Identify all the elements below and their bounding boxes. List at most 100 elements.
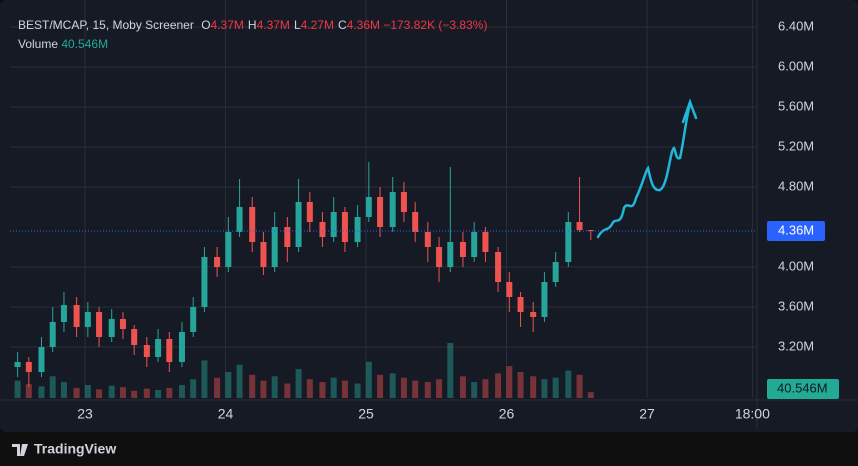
ohlc-value: 4.36M bbox=[346, 18, 381, 32]
change: −173.82K (−3.83%) bbox=[383, 18, 488, 32]
ohlc-key: L bbox=[293, 18, 301, 32]
candle-body bbox=[271, 227, 278, 267]
volume-bar bbox=[541, 379, 548, 398]
ohlc-value: 4.27M bbox=[300, 18, 334, 32]
candle-body bbox=[166, 339, 173, 362]
volume-bar bbox=[225, 371, 232, 398]
candle-body bbox=[377, 197, 384, 227]
candle-body bbox=[576, 222, 583, 230]
volume-bar bbox=[482, 379, 489, 398]
volume-bar bbox=[73, 387, 80, 398]
candle-body bbox=[249, 207, 256, 242]
candle-body bbox=[319, 222, 326, 237]
volume-bar bbox=[306, 379, 313, 398]
volume-bar bbox=[271, 376, 278, 398]
candle-body bbox=[482, 232, 489, 252]
volume-bar bbox=[60, 382, 67, 398]
volume-bar bbox=[341, 380, 348, 398]
volume-bar bbox=[377, 374, 384, 398]
volume-bar bbox=[565, 370, 572, 398]
candle-body bbox=[131, 329, 138, 345]
candle-body bbox=[119, 319, 126, 329]
volume-bar bbox=[330, 377, 337, 398]
candle-body bbox=[400, 192, 407, 212]
volume-bar bbox=[155, 390, 162, 398]
candle-body bbox=[471, 232, 478, 257]
volume-bar bbox=[389, 373, 396, 398]
candle-body bbox=[530, 312, 537, 317]
x-tick-label: 18:00 bbox=[735, 406, 770, 422]
volume-bar bbox=[25, 384, 32, 398]
chart-panel bbox=[0, 0, 858, 432]
volume-bar bbox=[587, 392, 594, 398]
volume-bar bbox=[190, 379, 197, 398]
last-price-label: 4.36M bbox=[778, 222, 814, 237]
candle-body bbox=[495, 252, 502, 282]
candle-body bbox=[84, 312, 91, 327]
candle-body bbox=[284, 227, 291, 247]
volume-bar bbox=[166, 387, 173, 398]
y-tick-label: 6.40M bbox=[778, 18, 814, 33]
volume-bar bbox=[530, 376, 537, 398]
y-tick-label: 3.60M bbox=[778, 298, 814, 313]
ohlc-key: O bbox=[201, 18, 211, 32]
volume-bar bbox=[471, 382, 478, 398]
x-tick-label: 23 bbox=[77, 406, 93, 422]
candle-body bbox=[60, 305, 67, 322]
candle-body bbox=[330, 212, 337, 237]
volume-bar bbox=[249, 374, 256, 398]
volume-bar bbox=[201, 360, 208, 398]
volume-badge-label: 40.546M bbox=[777, 380, 828, 395]
x-tick-label: 24 bbox=[218, 406, 234, 422]
candle-body bbox=[517, 297, 524, 312]
candle-body bbox=[214, 257, 221, 267]
candle-body bbox=[190, 307, 197, 332]
y-tick-label: 3.20M bbox=[778, 338, 814, 353]
footer-brand: TradingView bbox=[34, 441, 116, 457]
volume-bar bbox=[459, 376, 466, 398]
volume-bar bbox=[365, 361, 372, 398]
volume-bar bbox=[517, 371, 524, 398]
candle-body bbox=[143, 345, 150, 357]
volume-bar bbox=[436, 379, 443, 398]
y-tick-label: 4.00M bbox=[778, 258, 814, 273]
candle-body bbox=[306, 202, 313, 222]
y-tick-label: 4.80M bbox=[778, 178, 814, 193]
candle-body bbox=[354, 217, 361, 242]
candle-body bbox=[506, 282, 513, 297]
candle-body bbox=[236, 207, 243, 232]
candle-body bbox=[541, 282, 548, 317]
volume-bar bbox=[576, 374, 583, 398]
candle-body bbox=[225, 232, 232, 267]
volume-bar bbox=[447, 343, 454, 398]
y-tick-label: 6.00M bbox=[778, 58, 814, 73]
volume-badge bbox=[767, 379, 839, 399]
volume-bar bbox=[260, 380, 267, 398]
volume-value: 40.546M bbox=[61, 37, 109, 51]
candle-body bbox=[155, 339, 162, 357]
volume-title: Volume bbox=[18, 37, 59, 51]
candle-body bbox=[108, 319, 115, 337]
volume-bar bbox=[400, 377, 407, 398]
candle-body bbox=[565, 222, 572, 262]
volume-bar bbox=[84, 384, 91, 398]
candle-body bbox=[341, 212, 348, 242]
last-price-badge bbox=[767, 221, 825, 241]
volume-bar bbox=[143, 388, 150, 398]
volume-bar bbox=[96, 389, 103, 398]
volume-bar bbox=[412, 380, 419, 398]
candle-body bbox=[389, 192, 396, 227]
legend: BEST/MCAP, 15, Moby Screener O4.37M H4.37… bbox=[18, 16, 487, 54]
ohlc-value: 4.37M bbox=[210, 18, 244, 32]
ohlc-key: C bbox=[337, 18, 347, 32]
candle-body bbox=[25, 362, 32, 372]
candle-body bbox=[96, 312, 103, 337]
drawn-arrow bbox=[596, 98, 698, 239]
volume-bar bbox=[495, 373, 502, 398]
candle-body bbox=[412, 212, 419, 232]
candle-body bbox=[73, 305, 80, 327]
candle-body bbox=[436, 247, 443, 267]
volume-bar bbox=[295, 369, 302, 398]
